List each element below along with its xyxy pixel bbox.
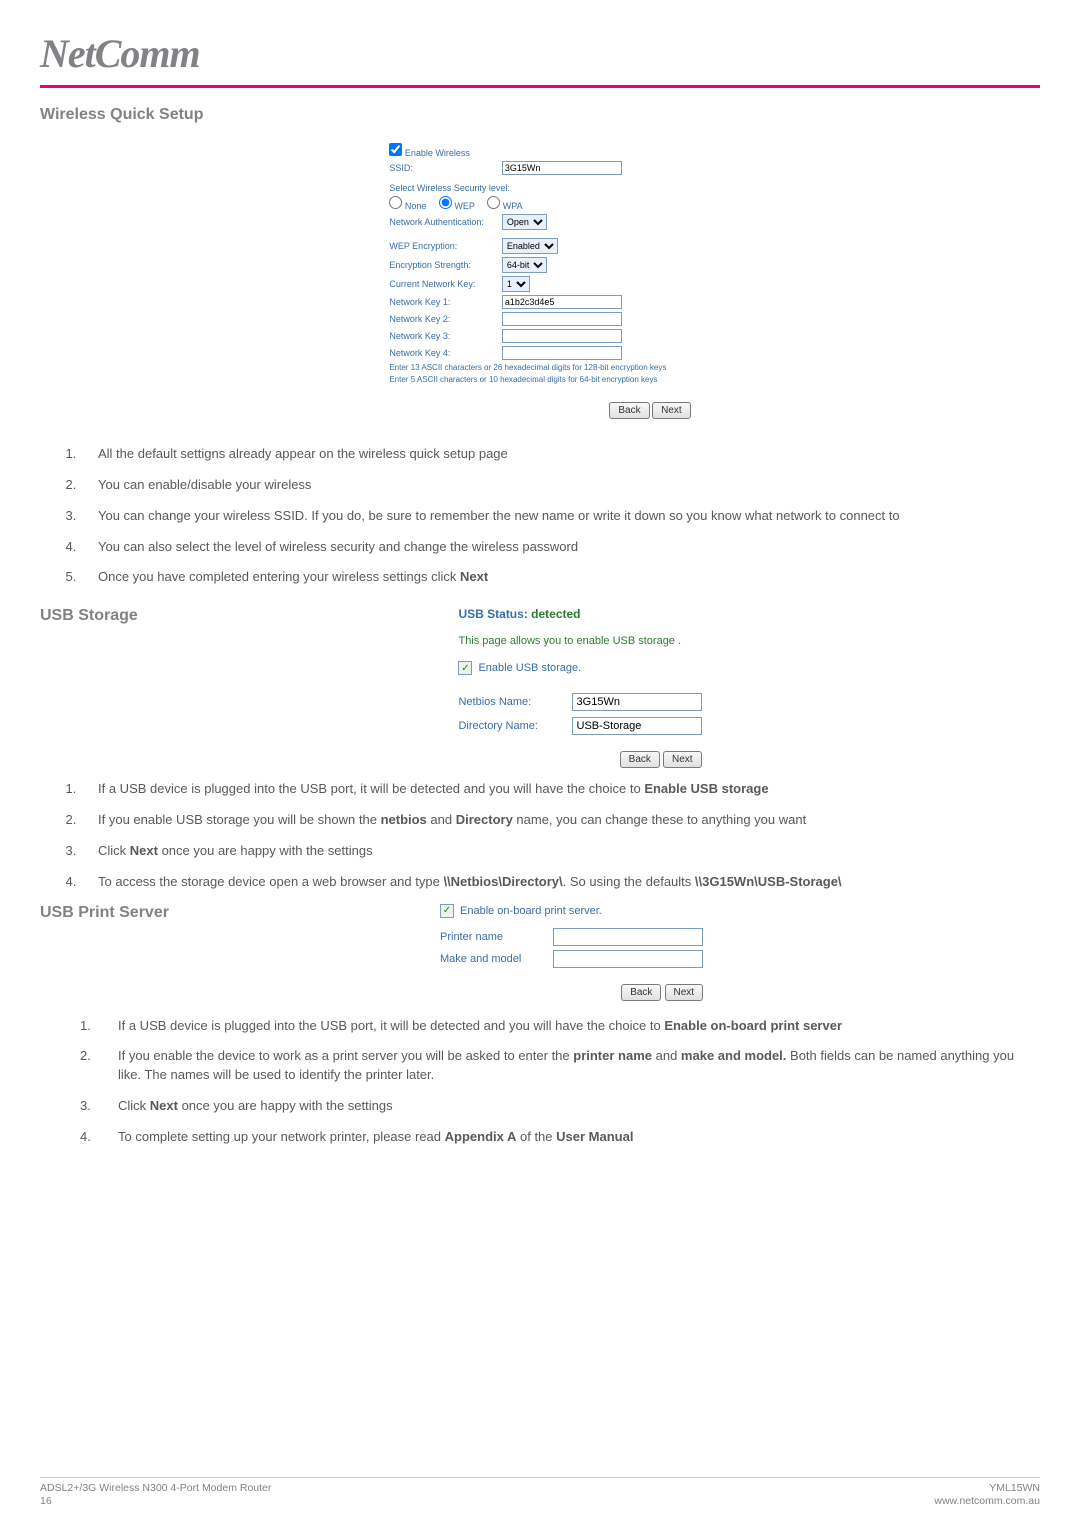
netbios-input[interactable] bbox=[572, 693, 702, 711]
radio-wep[interactable] bbox=[439, 196, 452, 209]
key3-label: Network Key 3: bbox=[389, 331, 499, 341]
list-item: 4. To complete setting up your network p… bbox=[80, 1128, 1040, 1147]
hint2: Enter 5 ASCII characters or 10 hexadecim… bbox=[389, 375, 690, 384]
list-item: You can change your wireless SSID. If yo… bbox=[80, 507, 1040, 526]
ssid-input[interactable] bbox=[502, 161, 622, 175]
back-button[interactable]: Back bbox=[609, 402, 649, 419]
usb-status-value: detected bbox=[531, 607, 580, 621]
cur-key-label: Current Network Key: bbox=[389, 279, 499, 289]
key2-label: Network Key 2: bbox=[389, 314, 499, 324]
printer-name-input[interactable] bbox=[553, 928, 703, 946]
list-item: You can also select the level of wireles… bbox=[80, 538, 1040, 557]
key3-input[interactable] bbox=[502, 329, 622, 343]
make-model-label: Make and model bbox=[440, 953, 550, 965]
netbios-label: Netbios Name: bbox=[458, 696, 568, 708]
list-item: If a USB device is plugged into the USB … bbox=[80, 780, 1040, 799]
divider bbox=[40, 85, 1040, 88]
enable-wireless-checkbox[interactable] bbox=[389, 143, 402, 156]
hint1: Enter 13 ASCII characters or 26 hexadeci… bbox=[389, 363, 690, 372]
print-server-panel: ✓ Enable on-board print server. Printer … bbox=[440, 904, 703, 1001]
key1-input[interactable] bbox=[502, 295, 622, 309]
key1-label: Network Key 1: bbox=[389, 297, 499, 307]
enc-strength-label: Encryption Strength: bbox=[389, 260, 499, 270]
list-item: 3. Click Next once you are happy with th… bbox=[80, 1097, 1040, 1116]
footer-product: ADSL2+/3G Wireless N300 4-Port Modem Rou… bbox=[40, 1482, 271, 1496]
key2-input[interactable] bbox=[502, 312, 622, 326]
radio-wpa[interactable] bbox=[487, 196, 500, 209]
auth-label: Network Authentication: bbox=[389, 217, 499, 227]
wireless-setup-panel: Enable Wireless SSID: Select Wireless Se… bbox=[383, 134, 696, 425]
usb-print-server-title: USB Print Server bbox=[40, 904, 200, 922]
footer-page: 16 bbox=[40, 1495, 271, 1509]
wep-enc-select[interactable]: Enabled bbox=[502, 238, 558, 254]
usb-status-label: USB Status: bbox=[458, 607, 531, 621]
radio-wep-label: WEP bbox=[454, 201, 474, 211]
wireless-quick-setup-title: Wireless Quick Setup bbox=[40, 106, 1040, 124]
radio-wpa-label: WPA bbox=[503, 201, 523, 211]
enc-strength-select[interactable]: 64-bit bbox=[502, 257, 547, 273]
enable-wireless-label: Enable Wireless bbox=[405, 148, 470, 158]
back-button[interactable]: Back bbox=[620, 751, 660, 768]
list-item: 2. If you enable the device to work as a… bbox=[80, 1047, 1040, 1085]
directory-input[interactable] bbox=[572, 717, 702, 735]
enable-print-label: Enable on-board print server. bbox=[460, 905, 602, 917]
cur-key-select[interactable]: 1 bbox=[502, 276, 530, 292]
wep-enc-label: WEP Encryption: bbox=[389, 241, 499, 251]
footer-url: www.netcomm.com.au bbox=[934, 1495, 1040, 1509]
enable-usb-checkbox[interactable]: ✓ bbox=[458, 661, 472, 675]
list-item: If you enable USB storage you will be sh… bbox=[80, 811, 1040, 830]
usb-desc: This page allows you to enable USB stora… bbox=[458, 635, 701, 647]
list-item: All the default settigns already appear … bbox=[80, 445, 1040, 464]
key4-input[interactable] bbox=[502, 346, 622, 360]
usb-storage-title: USB Storage bbox=[40, 607, 200, 625]
list-item: Click Next once you are happy with the s… bbox=[80, 842, 1040, 861]
footer: ADSL2+/3G Wireless N300 4-Port Modem Rou… bbox=[40, 1477, 1040, 1509]
next-button[interactable]: Next bbox=[652, 402, 691, 419]
next-button[interactable]: Next bbox=[665, 984, 704, 1001]
make-model-input[interactable] bbox=[553, 950, 703, 968]
next-button[interactable]: Next bbox=[663, 751, 702, 768]
list-item: To access the storage device open a web … bbox=[80, 873, 1040, 892]
ssid-label: SSID: bbox=[389, 163, 499, 173]
logo: NetComm bbox=[40, 30, 1040, 77]
radio-none-label: None bbox=[405, 201, 427, 211]
key4-label: Network Key 4: bbox=[389, 348, 499, 358]
directory-label: Directory Name: bbox=[458, 720, 568, 732]
back-button[interactable]: Back bbox=[621, 984, 661, 1001]
enable-usb-label: Enable USB storage. bbox=[478, 662, 581, 674]
list-item: Once you have completed entering your wi… bbox=[80, 568, 1040, 587]
enable-print-checkbox[interactable]: ✓ bbox=[440, 904, 454, 918]
footer-code: YML15WN bbox=[934, 1482, 1040, 1496]
printer-name-label: Printer name bbox=[440, 931, 550, 943]
usb-storage-panel: USB Status: detected This page allows yo… bbox=[458, 607, 701, 768]
wireless-list: All the default settigns already appear … bbox=[80, 445, 1040, 587]
print-server-list: 1. If a USB device is plugged into the U… bbox=[80, 1017, 1040, 1147]
usb-storage-list: If a USB device is plugged into the USB … bbox=[80, 780, 1040, 891]
list-item: 1. If a USB device is plugged into the U… bbox=[80, 1017, 1040, 1036]
radio-none[interactable] bbox=[389, 196, 402, 209]
auth-select[interactable]: Open bbox=[502, 214, 547, 230]
sec-level-label: Select Wireless Security level: bbox=[389, 183, 690, 193]
list-item: You can enable/disable your wireless bbox=[80, 476, 1040, 495]
